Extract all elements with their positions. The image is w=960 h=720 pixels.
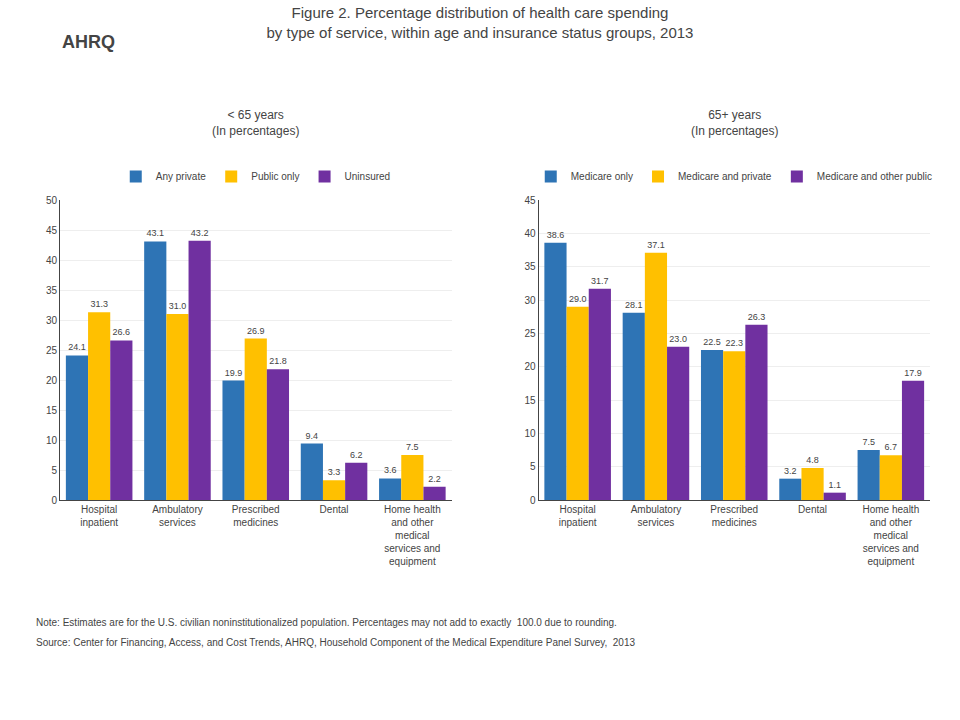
svg-text:26.3: 26.3 (748, 312, 766, 322)
svg-text:Note: Estimates are for the U.: Note: Estimates are for the U.S. civilia… (36, 617, 617, 628)
svg-text:10: 10 (524, 428, 536, 439)
svg-text:30: 30 (46, 315, 58, 326)
svg-text:26.6: 26.6 (113, 327, 131, 337)
svg-text:Source: Center for Financing,: Source: Center for Financing, Access, an… (36, 637, 635, 648)
svg-text:7.5: 7.5 (406, 442, 419, 452)
svg-text:5: 5 (51, 465, 57, 476)
svg-text:10: 10 (46, 435, 58, 446)
svg-text:Uninsured: Uninsured (345, 171, 391, 182)
svg-text:26.9: 26.9 (247, 326, 265, 336)
svg-text:15: 15 (524, 395, 536, 406)
svg-text:Home healthand othermedicalser: Home healthand othermedicalservices ande… (862, 504, 919, 567)
svg-text:Prescribedmedicines: Prescribedmedicines (232, 504, 280, 528)
svg-text:Ambulatoryservices: Ambulatoryservices (631, 504, 682, 528)
svg-text:4.8: 4.8 (806, 455, 819, 465)
svg-text:Medicare and private: Medicare and private (678, 171, 772, 182)
svg-text:Dental: Dental (320, 504, 349, 515)
svg-text:20: 20 (46, 375, 58, 386)
svg-text:Hospitalinpatient: Hospitalinpatient (559, 504, 597, 528)
svg-text:20: 20 (524, 361, 536, 372)
svg-text:40: 40 (46, 255, 58, 266)
svg-text:Figure 2. Percentage distribut: Figure 2. Percentage distribution of hea… (267, 4, 694, 41)
svg-text:7.5: 7.5 (862, 437, 875, 447)
svg-text:45: 45 (46, 225, 58, 236)
svg-text:1.1: 1.1 (828, 480, 841, 490)
svg-text:Home healthand othermedicalser: Home healthand othermedicalservices ande… (384, 504, 441, 567)
svg-text:21.8: 21.8 (269, 356, 287, 366)
svg-text:Any private: Any private (156, 171, 206, 182)
svg-text:43.1: 43.1 (146, 228, 164, 238)
svg-text:Hospitalinpatient: Hospitalinpatient (80, 504, 118, 528)
svg-text:3.3: 3.3 (328, 467, 341, 477)
svg-text:0: 0 (530, 495, 536, 506)
svg-text:AHRQ: AHRQ (62, 32, 115, 52)
svg-text:25: 25 (524, 328, 536, 339)
svg-text:29.0: 29.0 (569, 294, 587, 304)
svg-text:9.4: 9.4 (306, 431, 319, 441)
svg-text:3.6: 3.6 (384, 465, 397, 475)
svg-text:24.1: 24.1 (68, 342, 86, 352)
svg-text:31.7: 31.7 (591, 276, 609, 286)
svg-text:35: 35 (524, 261, 536, 272)
svg-text:Public only: Public only (251, 171, 299, 182)
svg-text:Dental: Dental (798, 504, 827, 515)
svg-text:43.2: 43.2 (191, 228, 209, 238)
svg-text:6.7: 6.7 (885, 442, 898, 452)
svg-text:30: 30 (524, 295, 536, 306)
svg-text:22.5: 22.5 (703, 337, 721, 347)
svg-text:45: 45 (524, 195, 536, 206)
svg-text:17.9: 17.9 (904, 368, 922, 378)
svg-text:50: 50 (46, 195, 58, 206)
svg-text:40: 40 (524, 228, 536, 239)
svg-text:31.3: 31.3 (90, 299, 108, 309)
svg-text:5: 5 (530, 461, 536, 472)
svg-text:6.2: 6.2 (350, 450, 363, 460)
svg-text:0: 0 (51, 495, 57, 506)
svg-text:38.6: 38.6 (547, 230, 565, 240)
svg-text:65+ years(In percentages): 65+ years(In percentages) (691, 108, 778, 138)
svg-text:3.2: 3.2 (784, 466, 797, 476)
svg-text:Medicare only: Medicare only (571, 171, 633, 182)
svg-text:15: 15 (46, 405, 58, 416)
svg-text:31.0: 31.0 (169, 301, 187, 311)
svg-text:< 65 years(In percentages): < 65 years(In percentages) (212, 108, 299, 138)
svg-text:23.0: 23.0 (669, 334, 687, 344)
svg-text:28.1: 28.1 (625, 300, 643, 310)
svg-text:37.1: 37.1 (647, 240, 665, 250)
svg-text:25: 25 (46, 345, 58, 356)
svg-text:19.9: 19.9 (225, 368, 243, 378)
svg-text:Ambulatoryservices: Ambulatoryservices (152, 504, 203, 528)
svg-text:Prescribedmedicines: Prescribedmedicines (710, 504, 758, 528)
svg-text:2.2: 2.2 (428, 474, 441, 484)
svg-text:35: 35 (46, 285, 58, 296)
svg-text:Medicare and other public: Medicare and other public (817, 171, 932, 182)
svg-text:22.3: 22.3 (725, 338, 743, 348)
